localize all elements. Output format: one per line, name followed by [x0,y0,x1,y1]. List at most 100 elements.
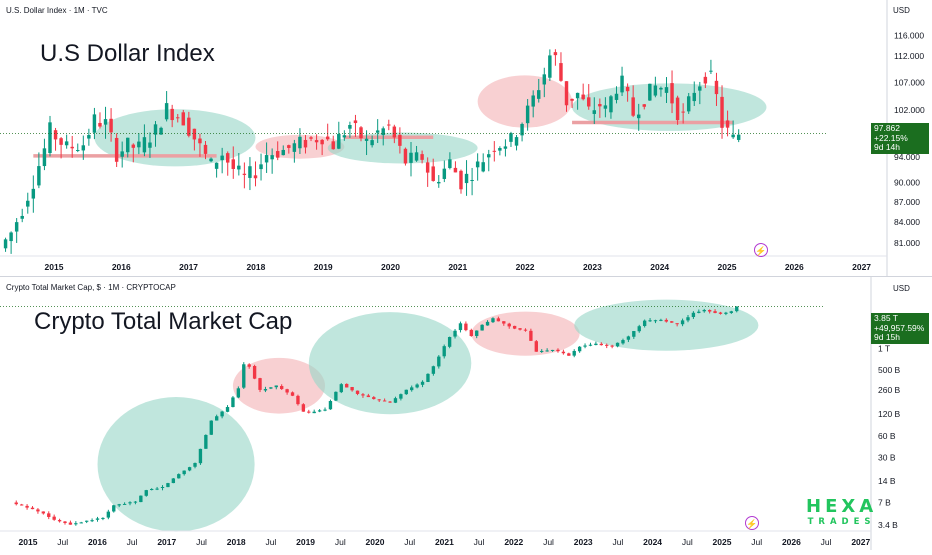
lightning-icon[interactable]: ⚡ [745,516,759,530]
y-axis-ticks: 1 T 500 B 260 B 120 B 60 B 30 B 14 B 7 B 3.4 B [878,343,901,530]
x-tick-label: 2020 [366,537,385,547]
candle [709,70,713,72]
candle [592,110,597,114]
x-tick-label: 2026 [782,537,801,547]
candle [252,366,257,379]
candle [209,420,213,435]
candle [670,321,674,323]
candle [314,140,319,143]
candle [681,111,685,113]
candle [285,389,289,393]
candle [92,114,97,133]
candle [253,175,258,179]
x-tick-label: 2015 [19,537,38,547]
candle [187,117,191,136]
candle [133,501,138,503]
candle [502,321,506,324]
crypto-last-price-label: 3.85 T +49,957.59% 9d 15h [871,313,929,344]
candle [198,448,203,464]
lightning-icon[interactable]: ⚡ [754,243,768,257]
candle [203,144,208,154]
highlight-zone [471,311,580,356]
x-tick-label: 2017 [157,537,176,547]
pane-divider[interactable] [0,276,932,277]
candle [355,390,360,394]
x-tick-label: 2019 [296,537,315,547]
x-tick-label: 2024 [643,537,662,547]
candle [320,139,324,145]
candle [98,122,102,127]
candle [556,349,560,352]
y-tick-label: 14 B [878,476,896,486]
candle [387,124,391,126]
candle [491,318,495,323]
x-tick-label: 2016 [112,262,131,272]
candle [725,120,730,128]
x-tick-label: 2022 [504,537,523,547]
candle [529,330,533,341]
highlight-zone [572,83,767,131]
candle [164,103,169,120]
x-tick-label: 2024 [650,262,669,272]
candle [74,523,78,525]
x-tick-label: Jul [612,537,623,547]
candle [636,114,641,119]
candle [481,162,485,172]
x-tick-label: Jul [265,537,276,547]
candle [382,400,387,402]
candle [263,389,268,391]
candles [14,306,739,526]
candle [664,87,669,93]
candle [448,159,452,169]
candle [153,124,158,135]
candle [112,505,116,512]
logo-line2: TRADES [807,517,876,527]
y-tick-label: 90.000 [894,177,920,187]
candle [553,52,558,56]
candle [714,80,719,95]
candle [642,320,647,326]
candle [588,344,593,346]
x-axis-ticks: 2015 Jul 2016 Jul 2017 Jul 2018 Jul 2019 Jul 2020 J… [19,537,871,547]
candle [148,142,152,148]
candle [703,76,708,84]
candle [353,120,358,124]
candle [350,387,354,391]
candle [3,239,8,249]
candle [225,407,230,412]
candle [370,140,374,146]
candle [637,326,641,332]
candle [328,401,333,410]
crypto-candle-countdown: 9d 15h [874,332,900,342]
candle [542,74,547,85]
candle [270,155,274,160]
candle [692,92,696,102]
candle [447,337,452,347]
candle [653,85,658,96]
candle [464,173,469,184]
candle [512,325,517,329]
candle [231,159,235,169]
candle [614,93,619,100]
highlight-zone [574,299,759,351]
candle [334,391,338,401]
candle [275,151,280,158]
candle [87,135,91,139]
candle [48,122,52,154]
candle [393,398,398,403]
candle [101,517,105,519]
x-tick-label: 2025 [713,537,732,547]
candles [3,49,741,254]
candle [359,127,363,139]
candle [160,486,165,488]
candle [453,330,457,337]
crypto-last-price: 3.85 T [874,313,898,323]
candle [128,502,132,504]
candle [187,467,192,471]
x-tick-label: 2021 [448,262,467,272]
candle [90,520,94,522]
candle [209,158,213,162]
candle [242,364,246,388]
candle [76,149,80,151]
candle [414,152,419,161]
